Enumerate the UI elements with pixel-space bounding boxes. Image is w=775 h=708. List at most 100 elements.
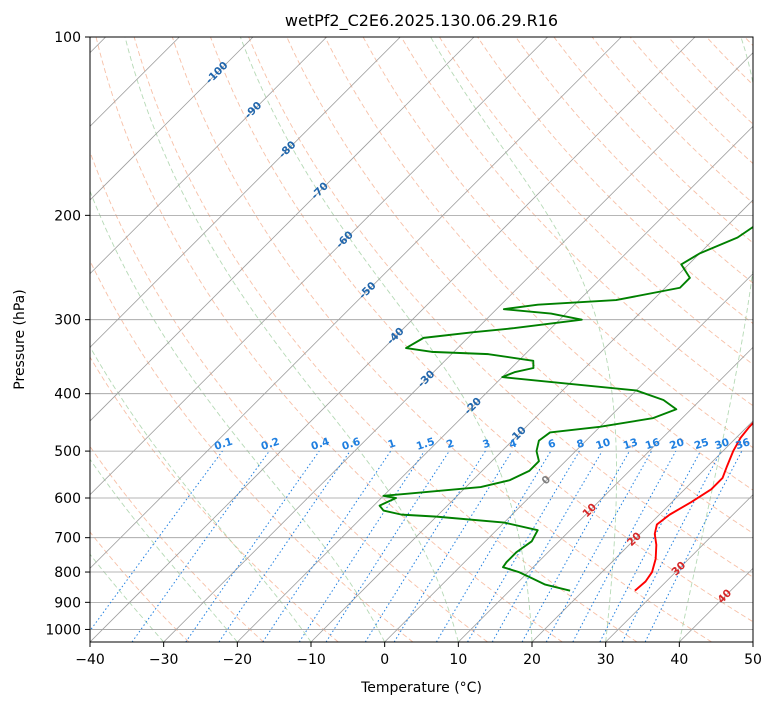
dry-adiabat-line	[477, 37, 753, 325]
y-tick-label: 400	[54, 387, 81, 403]
mixing-ratio-line	[491, 450, 603, 642]
x-tick-label: 40	[670, 652, 688, 668]
dry-adiabat-line	[95, 37, 563, 642]
mixing-ratio-line	[325, 450, 450, 642]
mixing-ratio-label: 10	[594, 436, 612, 452]
mixing-ratio-line	[185, 450, 320, 642]
mixing-ratio-label: 1	[386, 437, 397, 451]
sounding-series	[378, 225, 753, 592]
isotherm-line	[310, 199, 753, 642]
y-tick-label: 800	[54, 565, 81, 581]
mixing-ratio-label: 4	[508, 437, 519, 451]
dewpoint-profile-line	[378, 225, 753, 592]
dry-adiabat-line	[400, 37, 753, 407]
moist-adiabat-line	[124, 37, 459, 642]
y-tick-label: 500	[54, 444, 81, 460]
isotherm-line	[384, 273, 753, 642]
moist-adiabat-line	[90, 189, 386, 642]
mixing-ratio-line	[131, 450, 270, 642]
mixing-ratio-label: 20	[668, 436, 686, 452]
dry-adiabat-line	[90, 259, 414, 642]
x-tick-label: 10	[449, 652, 467, 668]
mixing-ratio-label: 0.4	[310, 436, 331, 453]
isotherms	[90, 37, 753, 642]
isotherm-line	[90, 37, 622, 569]
mixing-ratio-labels: 0.1 0.2 0.4 0.6 1 1.5 2 3 4 6 8 10 13 16 20 25 30 36	[213, 436, 752, 453]
mixing-ratio-line	[521, 450, 630, 642]
y-tick-label: 1000	[45, 622, 81, 638]
mixing-ratio-label: 2	[445, 437, 456, 451]
mixing-ratio-line	[467, 450, 580, 642]
mixing-ratio-line	[545, 450, 653, 642]
mixing-ratio-line	[90, 450, 223, 632]
y-tick-label: 100	[54, 30, 81, 46]
mixing-ratio-line	[218, 450, 351, 642]
dry-adiabat-line	[286, 37, 753, 534]
dry-adiabat-line	[324, 37, 753, 491]
y-axis: 100 200 300 400 500 600 700 800 900 1000	[45, 30, 90, 638]
x-tick-label: −20	[223, 652, 253, 668]
x-tick-label: 50	[744, 652, 762, 668]
x-axis-title: Temperature (°C)	[360, 680, 482, 696]
mixing-ratio-label: 16	[644, 436, 662, 452]
moist-adiabat-line	[90, 458, 238, 642]
x-axis: −40 −30 −20 −10 0 10 20 30 40 50	[75, 642, 762, 668]
dry-adiabat-line	[90, 531, 190, 642]
isotherm-line	[90, 37, 475, 422]
mixing-ratio-label: 25	[693, 436, 711, 452]
dry-adiabat-line	[90, 150, 488, 642]
isotherm-line	[90, 37, 327, 275]
x-tick-label: 0	[380, 652, 389, 668]
mixing-ratio-line	[364, 450, 486, 642]
isotherm-line	[237, 125, 753, 642]
isotherm-line	[163, 52, 753, 642]
dry-adiabat-line	[439, 37, 753, 365]
isotherm-line	[605, 494, 753, 642]
isotherm-line	[90, 37, 548, 496]
mixing-ratio-line	[435, 450, 552, 642]
y-tick-label: 700	[54, 531, 81, 547]
plot-frame	[89, 36, 754, 643]
mixing-ratio-line	[572, 450, 677, 642]
dry-adiabat-line	[553, 37, 753, 244]
dry-adiabat-line	[210, 37, 753, 623]
isotherm-line	[90, 37, 696, 642]
mixing-ratio-label: 36	[734, 436, 752, 452]
x-tick-label: −40	[75, 652, 105, 668]
mixing-ratio-label: 13	[622, 436, 640, 452]
dry-adiabat-line	[171, 37, 712, 642]
mixing-ratio-label: 0.2	[260, 436, 281, 453]
moist-adiabat-line	[239, 37, 533, 642]
dry-adiabat-line	[248, 37, 753, 578]
mixing-ratio-label: 6	[547, 437, 558, 451]
moist-adiabat-line	[678, 37, 753, 642]
x-tick-label: −10	[296, 652, 326, 668]
x-tick-label: 20	[523, 652, 541, 668]
isotherm-line	[531, 420, 753, 642]
mixing-ratio-label: 3	[481, 437, 492, 451]
isotherm-line	[458, 346, 753, 642]
isotherm-line	[90, 37, 254, 201]
y-tick-label: 600	[54, 491, 81, 507]
mixing-ratio-lines	[90, 450, 743, 642]
mixing-ratio-label: 0.6	[340, 436, 361, 453]
temperature-profile-line	[634, 421, 753, 592]
y-axis-title: Pressure (hPa)	[12, 289, 28, 389]
x-tick-label: 30	[597, 652, 615, 668]
isotherm-line	[90, 37, 401, 348]
y-tick-label: 900	[54, 595, 81, 611]
mixing-ratio-label: 8	[575, 437, 586, 451]
dry-adiabat-line	[133, 37, 638, 642]
mixing-ratio-label: 0.1	[213, 436, 234, 453]
mixing-ratio-line	[393, 450, 513, 642]
chart-title: wetPf2_C2E6.2025.130.06.29.R16	[285, 11, 558, 31]
pressure-gridlines	[90, 37, 753, 630]
mixing-ratio-label: 30	[713, 436, 731, 452]
x-tick-label: −30	[149, 652, 179, 668]
mixing-ratio-label: 1.5	[415, 436, 436, 453]
moist-adiabat-line	[430, 37, 617, 642]
dry-adiabat-line	[591, 37, 753, 204]
y-tick-label: 200	[54, 208, 81, 224]
